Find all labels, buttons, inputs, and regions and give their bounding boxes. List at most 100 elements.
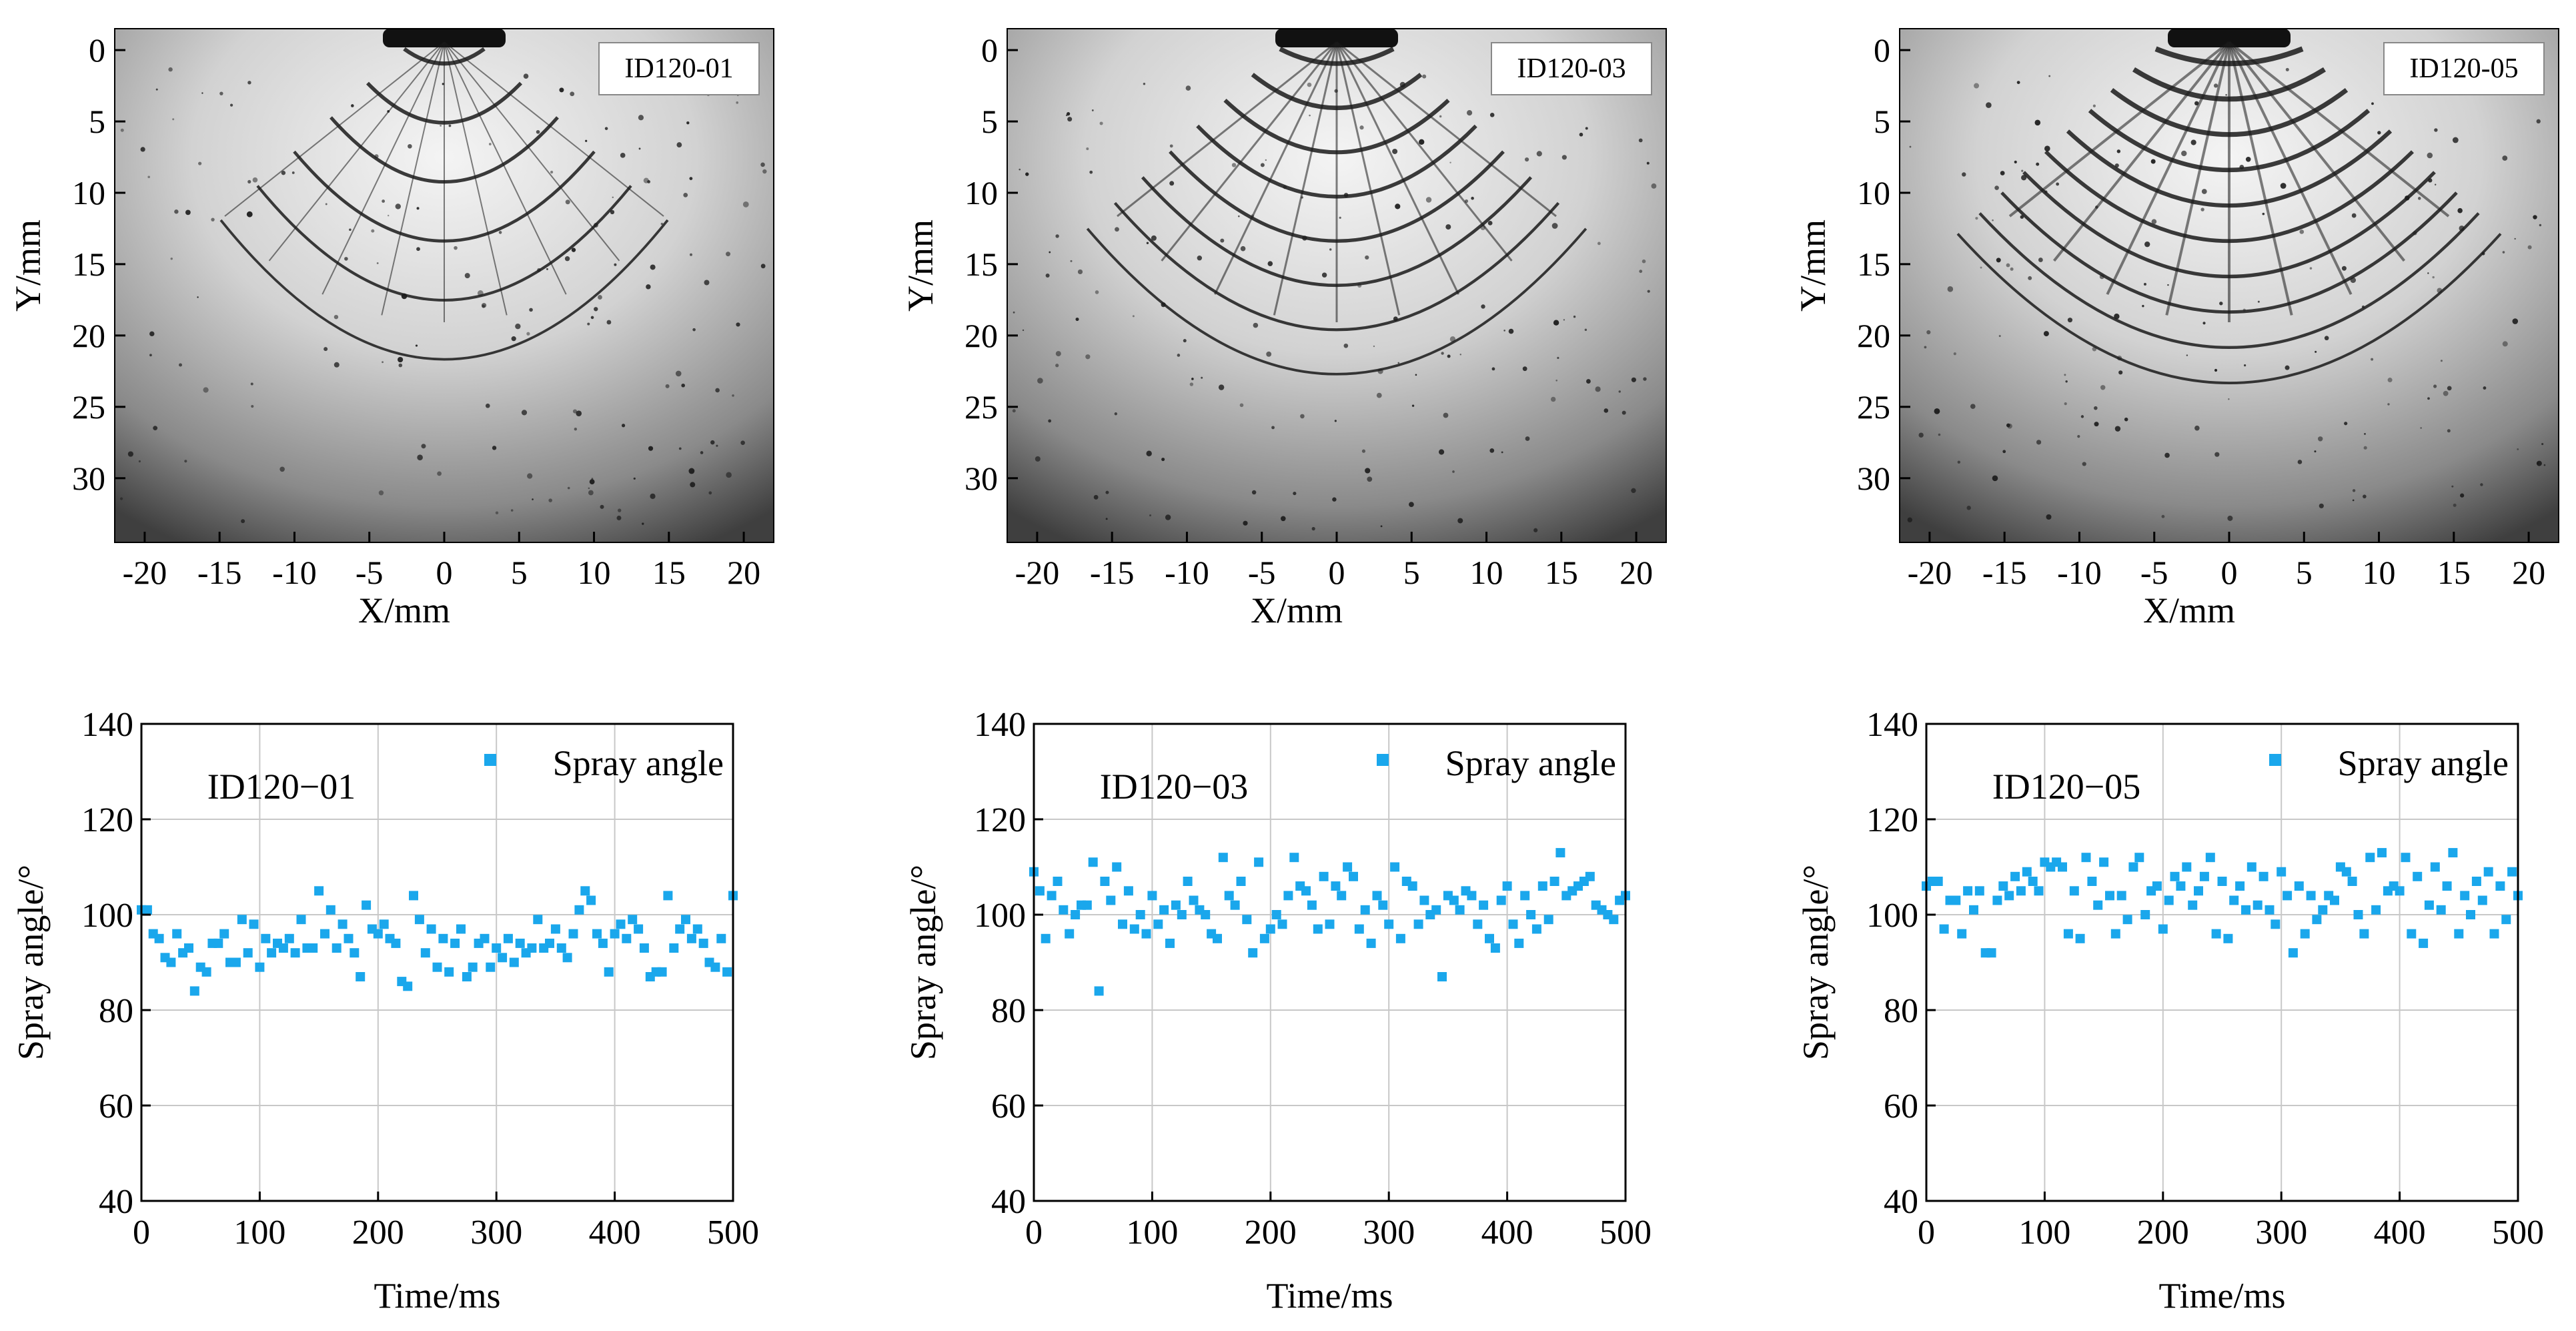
- droplet: [398, 363, 403, 368]
- droplet: [587, 322, 590, 326]
- data-point: [420, 948, 430, 958]
- image-x-tick-label: -20: [1015, 554, 1060, 591]
- droplet: [529, 308, 533, 312]
- data-point: [1183, 877, 1193, 886]
- droplet: [1048, 419, 1052, 423]
- y-tick-label: 100: [1866, 897, 1918, 935]
- data-point: [1141, 929, 1151, 939]
- droplet: [2483, 386, 2487, 390]
- droplet: [642, 522, 644, 525]
- droplet: [1441, 352, 1444, 355]
- image-y-tick-label: 0: [1874, 31, 1890, 69]
- data-point: [722, 967, 732, 977]
- droplet: [477, 290, 484, 296]
- droplet: [2363, 446, 2367, 450]
- data-point: [1213, 933, 1222, 943]
- data-point: [2489, 929, 2499, 939]
- droplet: [621, 424, 626, 428]
- droplet: [1459, 354, 1461, 356]
- droplet: [2427, 152, 2433, 159]
- data-point: [2371, 905, 2381, 915]
- data-point: [243, 948, 253, 958]
- data-point: [1053, 877, 1063, 886]
- droplet: [481, 303, 487, 308]
- image-x-tick-label: 15: [2437, 554, 2471, 591]
- data-point: [527, 943, 537, 953]
- data-point: [2170, 871, 2180, 881]
- droplet: [1093, 494, 1099, 500]
- droplet: [246, 211, 253, 217]
- data-point: [498, 953, 508, 963]
- droplet: [1975, 217, 1978, 220]
- data-point: [2466, 910, 2475, 919]
- ligament-web: [1956, 41, 2502, 384]
- droplet: [590, 316, 594, 320]
- axes-frame: [1033, 723, 1627, 1202]
- droplet: [1055, 234, 1059, 238]
- droplet: [1367, 476, 1373, 482]
- image-x-axis-label: X/mm: [1251, 590, 1343, 630]
- droplet: [1395, 203, 1401, 209]
- data-point: [2140, 910, 2150, 919]
- spray-image-panel-1: ID120-01 -20 -15 -10 -5 0 5 10 15 20 0 5 10 15 20 25 30 X…: [8, 28, 774, 630]
- droplet: [492, 446, 497, 450]
- droplet: [532, 498, 534, 500]
- droplet: [2417, 197, 2421, 200]
- data-point: [1455, 905, 1465, 915]
- droplet: [1466, 110, 1473, 116]
- data-point: [2205, 853, 2215, 863]
- series-spray-angle: [137, 886, 738, 996]
- droplet: [710, 440, 715, 445]
- droplet: [1146, 242, 1149, 244]
- data-point: [1088, 857, 1098, 867]
- image-x-tick-label: 15: [1545, 554, 1578, 591]
- droplet: [2363, 494, 2367, 498]
- plot-area: [1034, 724, 1626, 1201]
- droplet: [351, 104, 354, 107]
- droplet: [683, 193, 688, 197]
- droplet: [1399, 81, 1405, 87]
- data-point: [326, 905, 336, 915]
- droplet: [1524, 157, 1529, 162]
- droplet: [2541, 442, 2544, 446]
- droplet: [1563, 319, 1565, 321]
- droplet: [1918, 432, 1924, 438]
- droplet: [2514, 238, 2516, 240]
- droplet: [574, 427, 578, 431]
- droplet: [1449, 336, 1456, 342]
- droplet: [2262, 212, 2265, 215]
- droplet: [2351, 213, 2357, 218]
- y-tick-label: 80: [99, 992, 133, 1030]
- droplet: [1271, 426, 1275, 430]
- data-point: [344, 933, 354, 943]
- droplet: [2440, 360, 2443, 362]
- droplet: [147, 175, 150, 179]
- data-point: [267, 948, 277, 958]
- droplet: [1105, 518, 1108, 520]
- droplet: [2341, 266, 2347, 271]
- data-point: [556, 943, 566, 953]
- droplet: [252, 177, 258, 183]
- data-point: [314, 886, 324, 896]
- droplet: [2387, 378, 2393, 383]
- data-point: [2069, 886, 2079, 896]
- droplet: [1201, 376, 1203, 379]
- droplet: [604, 127, 608, 130]
- data-point: [2377, 848, 2387, 858]
- droplet: [2144, 241, 2150, 248]
- data-point: [2341, 867, 2351, 877]
- data-point: [462, 972, 472, 981]
- droplet: [2100, 385, 2106, 390]
- droplet: [2257, 300, 2260, 303]
- droplet: [565, 199, 570, 205]
- data-point: [1218, 853, 1228, 863]
- droplet: [2502, 155, 2508, 161]
- droplet: [715, 388, 720, 393]
- droplet: [2361, 305, 2365, 309]
- data-point: [1325, 919, 1335, 929]
- droplet: [241, 519, 245, 524]
- ligament-web: [219, 41, 669, 361]
- droplet: [1161, 302, 1166, 308]
- droplet: [1909, 145, 1912, 148]
- droplet: [1411, 404, 1415, 407]
